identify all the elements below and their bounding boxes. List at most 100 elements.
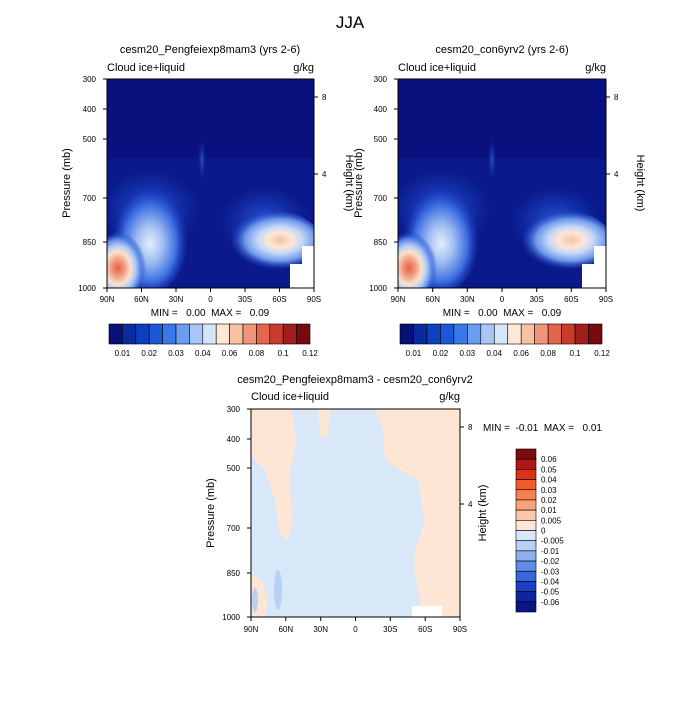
- panel-c-colorbar-swatch: [515, 448, 537, 460]
- panel-b-xtick-90N: 90N: [391, 295, 406, 304]
- panel-b-xtick-30N: 30N: [460, 295, 475, 304]
- panel-a-colorbar-label: 0.12: [302, 349, 318, 358]
- panel-c-colorbar-swatch: [515, 489, 537, 501]
- panel-a-xtick-90S: 90S: [307, 295, 321, 304]
- panel-b-height-tick-8: 8: [614, 93, 619, 102]
- panel-c-xtick-0: 0: [353, 625, 358, 634]
- panel-b: cesm20_con6yrv2 (yrs 2-6) Cloud ice+liqu…: [353, 44, 646, 358]
- panel-c-colorbar-swatch: [515, 479, 537, 491]
- panel-b-ytick-700: 700: [374, 194, 388, 203]
- panel-b-colorbar-swatch: [426, 323, 441, 345]
- panel-c-colorbar-label: -0.06: [541, 598, 560, 607]
- panel-c-ytick-850: 850: [227, 569, 241, 578]
- panel-b-min-max: MIN = 0.00 MAX = 0.09: [443, 308, 562, 319]
- panel-b-variable-label: Cloud ice+liquid: [398, 62, 476, 74]
- panel-a-ytick-700: 700: [83, 194, 97, 203]
- panel-c-ytick-1000: 1000: [222, 613, 240, 622]
- panel-c-title: cesm20_Pengfeiexp8mam3 - cesm20_con6yrv2: [237, 374, 472, 386]
- panel-c-colorbar-swatch: [515, 499, 537, 511]
- panel-c-xtick-60N: 60N: [278, 625, 293, 634]
- panel-b-colorbar-label: 0.1: [570, 349, 582, 358]
- panel-c-colorbar-label: 0: [541, 527, 546, 536]
- panel-b-colorbar-label: 0.08: [540, 349, 556, 358]
- panel-c-colorbar-label: -0.03: [541, 567, 560, 576]
- panel-a-colorbar-swatch: [269, 323, 284, 345]
- panel-c-colorbar-label: 0.06: [541, 455, 557, 464]
- panel-b-colorbar-swatch: [467, 323, 482, 345]
- panel-c-colorbar-label: 0.05: [541, 465, 557, 474]
- panel-a-colorbar-swatch: [148, 323, 163, 345]
- panel-c-colorbar-swatch: [515, 601, 537, 613]
- panel-c-colorbar-swatch: [515, 530, 537, 541]
- panel-b-colorbar-swatch: [507, 323, 522, 345]
- panel-a-colorbar-swatch: [256, 323, 271, 345]
- panel-a-variable-label: Cloud ice+liquid: [107, 62, 185, 74]
- panel-a-colorbar-swatch: [162, 323, 177, 345]
- panel-b-ytick-1000: 1000: [369, 284, 387, 293]
- panel-a-ytick-1000: 1000: [78, 284, 96, 293]
- panel-b-colorbar-swatch: [534, 323, 549, 345]
- panel-c-colorbar-swatch: [515, 509, 537, 521]
- panel-c-colorbar-swatch: [515, 469, 537, 480]
- panel-c-colorbar: 0.060.050.040.030.020.010.0050-0.005-0.0…: [515, 448, 564, 613]
- panel-b-colorbar-label: 0.06: [513, 349, 529, 358]
- panel-c-contour-field: [251, 409, 460, 617]
- panel-a-xtick-60S: 60S: [272, 295, 286, 304]
- panel-a-xtick-60N: 60N: [134, 295, 149, 304]
- panel-b-ytick-400: 400: [374, 105, 388, 114]
- panel-b-colorbar-label: 0.04: [486, 349, 502, 358]
- panel-a-title: cesm20_Pengfeiexp8mam3 (yrs 2-6): [120, 44, 300, 56]
- panel-c-colorbar-swatch: [515, 458, 537, 470]
- panel-b-contour-field: [398, 79, 606, 288]
- panel-c-colorbar-label: 0.02: [541, 496, 557, 505]
- panel-b-xtick-60S: 60S: [564, 295, 578, 304]
- panel-b-colorbar-label: 0.02: [433, 349, 449, 358]
- panel-c-ylabel-right: Height (km): [477, 485, 489, 542]
- panel-a-xtick-0: 0: [208, 295, 213, 304]
- panel-c-ytick-700: 700: [227, 524, 241, 533]
- panel-b-xtick-60N: 60N: [425, 295, 440, 304]
- panel-a-colorbar-swatch: [215, 323, 230, 345]
- panel-c-colorbar-label: 0.005: [541, 516, 562, 525]
- panel-a: cesm20_Pengfeiexp8mam3 (yrs 2-6) Cloud i…: [61, 44, 355, 358]
- panel-a-colorbar-swatch: [282, 323, 297, 345]
- panel-a-colorbar-swatch: [229, 323, 244, 345]
- panel-a-height-tick-8: 8: [322, 93, 327, 102]
- panel-c-colorbar-label: -0.005: [541, 537, 564, 546]
- panel-c-colorbar-label: -0.01: [541, 547, 560, 556]
- panel-b-ytick-300: 300: [374, 75, 388, 84]
- panel-a-colorbar-label: 0.08: [249, 349, 265, 358]
- panel-c-ytick-500: 500: [227, 464, 241, 473]
- panel-a-colorbar-label: 0.03: [168, 349, 184, 358]
- panel-a-ylabel: Pressure (mb): [61, 148, 73, 218]
- panel-c-colorbar-swatch: [515, 581, 537, 592]
- panel-a-colorbar-swatch: [189, 323, 204, 345]
- panel-a-ylabel-right: Height (km): [343, 155, 355, 212]
- panel-c-ytick-300: 300: [227, 405, 241, 414]
- panel-c-colorbar-swatch: [515, 591, 537, 603]
- panel-b-xtick-0: 0: [500, 295, 505, 304]
- panel-a-colorbar-swatch: [242, 323, 257, 345]
- panel-b-units-label: g/kg: [585, 62, 606, 74]
- panel-b-colorbar: 0.01 0.02 0.03 0.04 0.06 0.08 0.1 0.12: [399, 323, 610, 358]
- panel-b-colorbar-label: 0.03: [460, 349, 476, 358]
- panel-c-colorbar-label: -0.04: [541, 577, 560, 586]
- panel-a-colorbar-label: 0.01: [115, 349, 131, 358]
- panel-a-colorbar-swatch: [202, 323, 217, 345]
- panel-b-colorbar-swatch: [493, 323, 509, 345]
- panel-c-ytick-400: 400: [227, 435, 241, 444]
- panel-b-colorbar-swatch: [413, 323, 428, 345]
- panel-c-colorbar-label: 0.01: [541, 506, 557, 515]
- panel-a-colorbar-swatch: [296, 323, 311, 345]
- panel-a-colorbar-label: 0.04: [195, 349, 211, 358]
- panel-c: cesm20_Pengfeiexp8mam3 - cesm20_con6yrv2…: [205, 374, 602, 634]
- panel-c-xtick-90S: 90S: [453, 625, 467, 634]
- panel-c-colorbar-swatch: [515, 550, 537, 562]
- panel-a-colorbar-swatch: [122, 323, 137, 345]
- panel-a-colorbar-label: 0.06: [222, 349, 238, 358]
- panel-c-units-label: g/kg: [439, 391, 460, 403]
- panel-c-xtick-90N: 90N: [244, 625, 259, 634]
- panel-a-ytick-400: 400: [83, 105, 97, 114]
- panel-b-ylabel: Pressure (mb): [353, 148, 365, 218]
